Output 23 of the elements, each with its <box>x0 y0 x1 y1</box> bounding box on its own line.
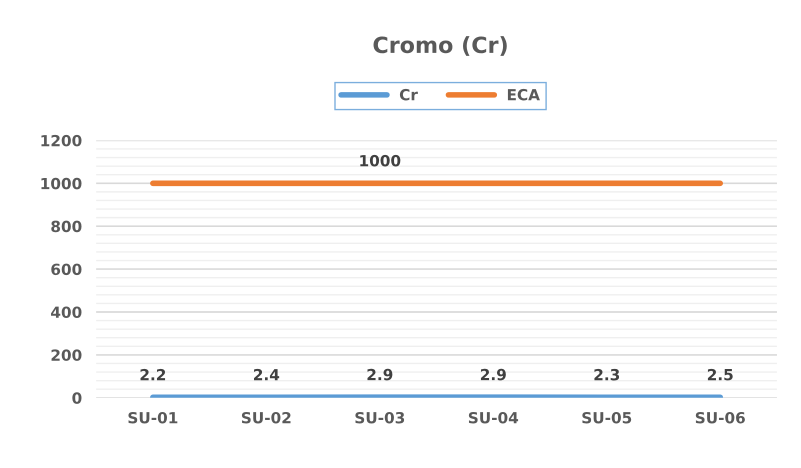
y-tick-label: 1200 <box>41 134 82 146</box>
data-label: 2.4 <box>254 368 280 380</box>
y-tick-label: 1000 <box>41 178 82 190</box>
y-tick-label: 600 <box>51 264 82 276</box>
data-label: 2.9 <box>367 368 392 380</box>
data-label: 2.3 <box>594 368 620 380</box>
x-tick-label: SU-01 <box>128 412 178 424</box>
data-label: 2.5 <box>708 368 733 380</box>
data-label: 1000 <box>360 154 400 166</box>
x-tick-label: SU-03 <box>355 412 404 424</box>
x-tick-label: SU-04 <box>468 412 518 424</box>
x-tick-label: SU-02 <box>242 412 291 424</box>
y-tick-label: 800 <box>51 220 82 232</box>
y-tick-label: 400 <box>51 306 82 318</box>
chart-title: Cromo (Cr) <box>374 36 507 56</box>
x-tick-label: SU-06 <box>696 412 745 424</box>
legend-label: ECA <box>508 88 540 100</box>
data-label: 2.2 <box>140 368 166 380</box>
data-label: 2.9 <box>480 368 506 380</box>
legend-label: Cr <box>400 88 418 100</box>
x-tick-label: SU-05 <box>582 412 632 424</box>
y-tick-label: 0 <box>72 392 82 404</box>
y-tick-label: 200 <box>52 349 82 361</box>
